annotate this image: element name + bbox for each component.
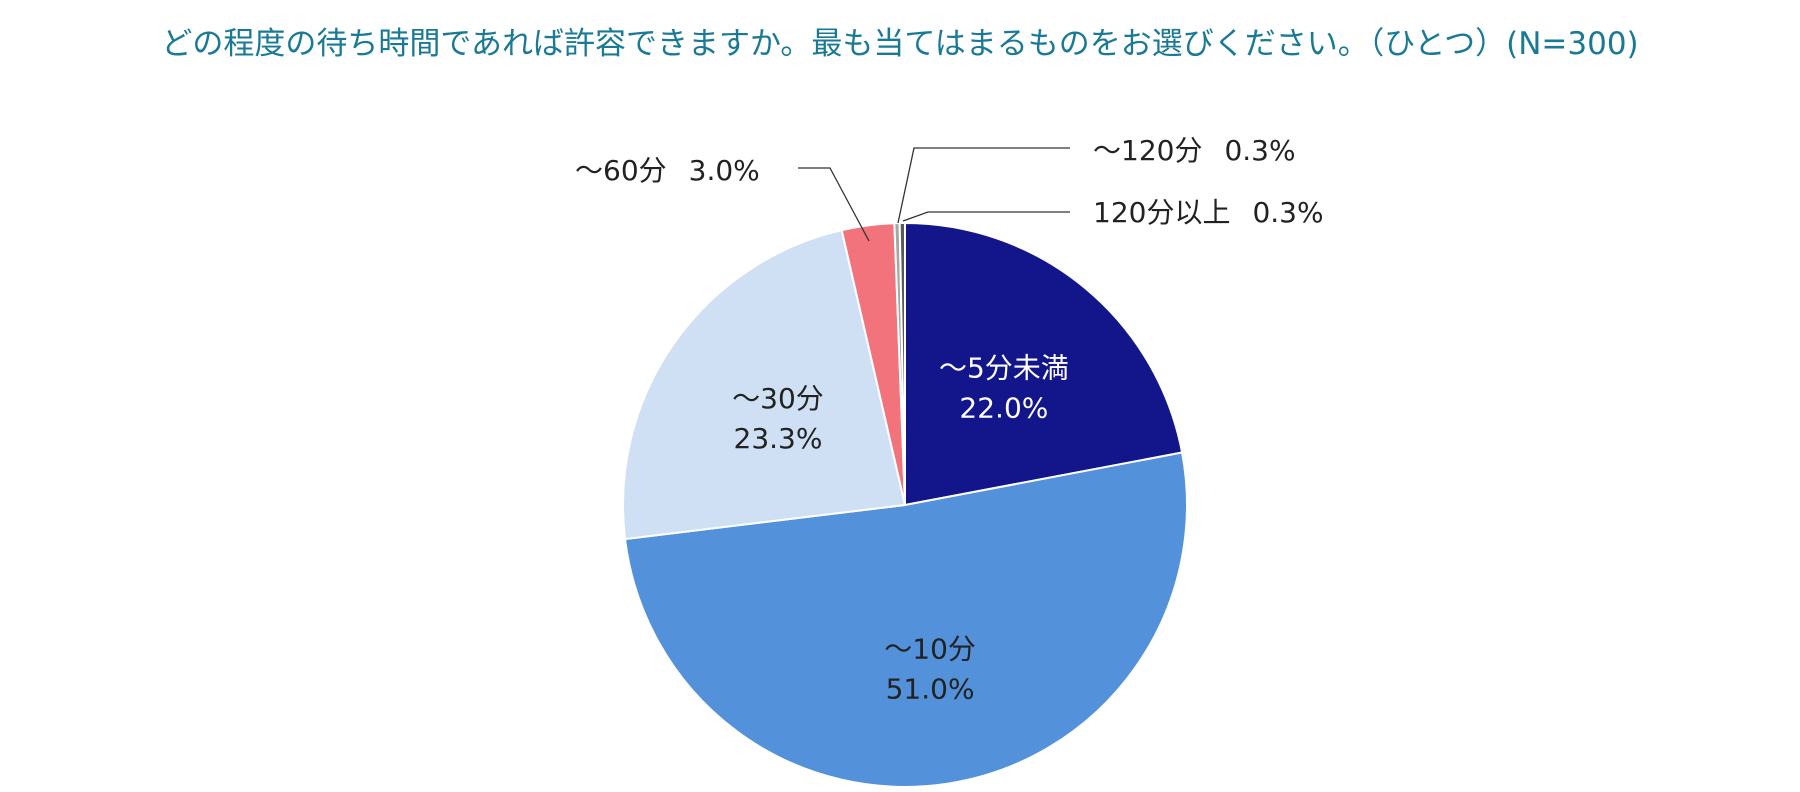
slice-3-category: ～30分 (732, 382, 824, 415)
slice-1-wedge (904, 221, 1184, 507)
slice-6-leader-line (902, 211, 1070, 222)
slice-3-value: 23.3% (734, 422, 823, 455)
slice-4-label: ～60分 3.0% (575, 154, 760, 187)
slice-1-value: 22.0% (959, 392, 1048, 425)
slice-2-label: ～10分 51.0% (884, 633, 976, 706)
chart-title: どの程度の待ち時間であれば許容できますか。最も当てはまるものをお選びください。（… (161, 26, 1639, 62)
slice-5-value: 0.3% (1224, 134, 1295, 167)
slice-5-leader-line (897, 147, 1070, 224)
slice-1-category: ～5分未満 (939, 352, 1069, 385)
slice-3-wedge (622, 229, 907, 541)
leader-lines (798, 147, 1070, 242)
slice-labels: ～5分未満 22.0% ～10分 51.0% ～30分 23.3% ～60分 3.0% ～120… (575, 134, 1324, 706)
slice-5-label: ～120分 0.3% (1093, 134, 1296, 167)
pie-slices (622, 221, 1188, 788)
slice-3-label: ～30分 23.3% (732, 382, 824, 455)
slice-5-category: ～120分 (1093, 134, 1202, 167)
slice-2-category: ～10分 (884, 633, 976, 666)
slice-2-wedge (623, 451, 1188, 788)
slice-4-value: 3.0% (689, 154, 760, 187)
slice-2-value: 51.0% (886, 673, 975, 706)
slice-4-category: ～60分 (575, 154, 667, 187)
slice-1-label: ～5分未満 22.0% (939, 352, 1069, 425)
slice-4-leader-line (798, 167, 870, 242)
slice-6-value: 0.3% (1252, 196, 1323, 229)
slice-6-category: 120分以上 (1093, 196, 1230, 229)
slice-6-wedge (898, 221, 906, 506)
slice-6-label: 120分以上 0.3% (1093, 196, 1324, 229)
